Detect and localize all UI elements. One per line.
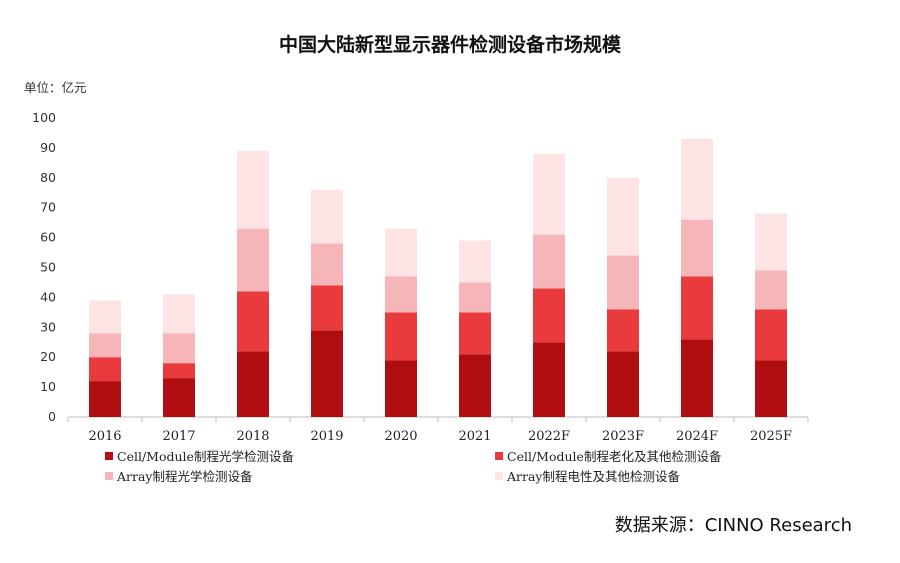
y-tick-label: 80	[40, 170, 56, 185]
bar-segment	[89, 300, 121, 334]
chart-title: 中国大陆新型显示器件检测设备市场规模	[278, 34, 621, 56]
bar-segment	[681, 276, 713, 340]
bar-segment	[311, 243, 343, 286]
legend-label: Array制程光学检测设备	[116, 469, 253, 484]
bar-segment	[89, 381, 121, 417]
bar-segment	[533, 153, 565, 235]
y-tick-label: 70	[40, 200, 56, 215]
bars-layer	[89, 138, 787, 417]
bar-segment	[163, 378, 195, 417]
bar-segment	[681, 219, 713, 277]
bar-segment	[755, 309, 787, 361]
bar-segment	[385, 276, 417, 313]
legend-swatch	[105, 472, 113, 480]
bar-segment	[89, 357, 121, 382]
bar-segment	[459, 312, 491, 355]
bar-segment	[755, 270, 787, 310]
bar-segment	[681, 138, 713, 220]
y-tick-label: 100	[32, 110, 56, 125]
y-tick-label: 90	[40, 140, 56, 155]
x-tick-label: 2024F	[676, 429, 718, 444]
x-tick-label: 2022F	[528, 429, 570, 444]
bar-segment	[385, 228, 417, 277]
bar-segment	[755, 213, 787, 271]
y-tick-label: 40	[40, 289, 56, 304]
x-tick-label: 2017	[162, 429, 195, 444]
legend-swatch	[105, 452, 113, 460]
x-tick-label: 2019	[310, 429, 343, 444]
x-tick-label: 2021	[458, 429, 491, 444]
x-tick-label: 2023F	[602, 429, 644, 444]
y-tick-label: 0	[48, 409, 56, 424]
x-tick-label: 2016	[88, 429, 121, 444]
x-tick-label: 2020	[384, 429, 417, 444]
legend-swatch	[495, 452, 503, 460]
bar-segment	[607, 255, 639, 310]
source-note: 数据来源：CINNO Research	[614, 515, 852, 536]
bar-segment	[459, 354, 491, 417]
axis-layer: 0 10 20 30 40 50 60 70 80 90 100 2016 2017 2018 2019 20…	[32, 110, 809, 444]
y-tick-label: 60	[40, 230, 56, 245]
bar-segment	[755, 360, 787, 417]
legend-swatch	[495, 472, 503, 480]
bar-segment	[237, 228, 269, 292]
legend-label: Cell/Module制程光学检测设备	[117, 449, 294, 464]
bar-segment	[311, 330, 343, 417]
legend-label: Cell/Module制程老化及其他检测设备	[507, 449, 722, 464]
unit-label: 单位：亿元	[24, 80, 87, 95]
bar-segment	[237, 150, 269, 229]
bar-segment	[385, 360, 417, 417]
bar-segment	[163, 333, 195, 364]
bar-segment	[311, 285, 343, 331]
x-tick-label: 2018	[236, 429, 269, 444]
bar-segment	[163, 363, 195, 379]
bar-segment	[459, 240, 491, 283]
bar-segment	[533, 288, 565, 343]
y-tick-label: 10	[40, 379, 56, 394]
bar-segment	[681, 339, 713, 417]
bar-segment	[607, 177, 639, 256]
legend: Cell/Module制程光学检测设备 Cell/Module制程老化及其他检测设…	[105, 449, 722, 484]
bar-segment	[533, 342, 565, 417]
bar-segment	[459, 282, 491, 313]
bar-segment	[237, 291, 269, 352]
bar-segment	[163, 294, 195, 334]
bar-segment	[237, 351, 269, 417]
bar-segment	[533, 234, 565, 289]
bar-segment	[89, 333, 121, 358]
y-tick-label: 20	[40, 349, 56, 364]
bar-segment	[385, 312, 417, 361]
bar-segment	[607, 309, 639, 352]
bar-segment	[311, 189, 343, 244]
y-tick-label: 30	[40, 319, 56, 334]
x-tick-label: 2025F	[750, 429, 792, 444]
bar-segment	[607, 351, 639, 417]
y-tick-label: 50	[40, 260, 56, 275]
legend-label: Array制程电性及其他检测设备	[506, 469, 680, 484]
